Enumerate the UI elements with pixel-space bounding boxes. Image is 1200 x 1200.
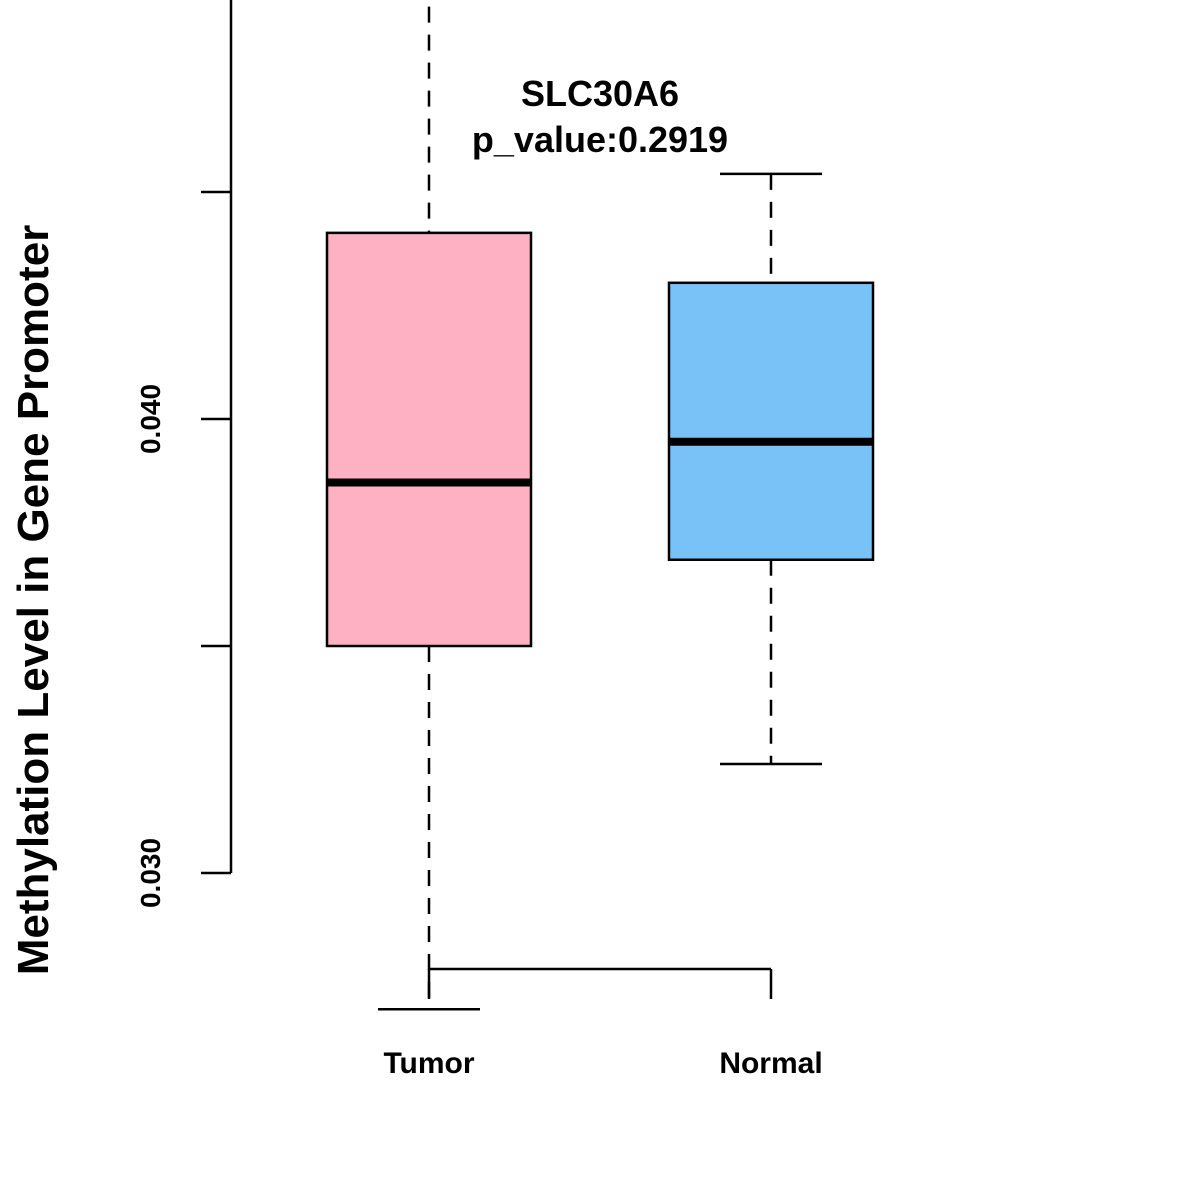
y-axis-label: Methylation Level in Gene Promoter	[9, 225, 58, 976]
box-normal	[667, 172, 875, 766]
x-tick-label-tumor: Tumor	[383, 1047, 474, 1080]
chart-title: SLC30A6	[521, 73, 679, 114]
box-iqr	[667, 281, 875, 561]
chart-subtitle: p_value:0.2919	[472, 119, 728, 160]
box-tumor	[325, 0, 533, 1011]
x-tick-label-normal: Normal	[719, 1047, 822, 1080]
boxes-group	[325, 0, 875, 1011]
y-tick-label: 0.030	[135, 838, 166, 908]
x-axis: Tumor Normal	[383, 967, 823, 1080]
box-iqr	[325, 231, 533, 648]
y-tick-label: 0.040	[135, 384, 166, 454]
